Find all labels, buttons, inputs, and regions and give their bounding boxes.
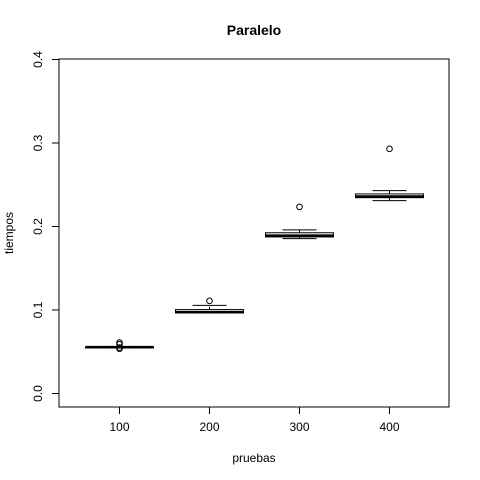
outlier-point — [116, 344, 123, 351]
outlier-point — [386, 145, 393, 153]
y-tick-label: 0.3 — [31, 134, 45, 151]
x-tick-label: 300 — [289, 420, 309, 434]
outlier-point — [206, 297, 213, 305]
x-tick-label: 200 — [199, 420, 219, 434]
y-axis-label: tiempos — [2, 212, 16, 254]
plot-frame — [58, 58, 450, 408]
y-tick-label: 0.0 — [31, 385, 45, 402]
outlier-point — [296, 203, 303, 211]
y-tick-label: 0.2 — [31, 218, 45, 235]
y-tick-label: 0.4 — [31, 51, 45, 68]
y-tick-label: 0.1 — [31, 301, 45, 318]
x-tick-label: 100 — [109, 420, 129, 434]
x-tick-label: 400 — [379, 420, 399, 434]
chart-title: Paralelo — [227, 22, 281, 38]
outlier-point — [116, 339, 123, 346]
x-axis-label: pruebas — [232, 451, 275, 465]
